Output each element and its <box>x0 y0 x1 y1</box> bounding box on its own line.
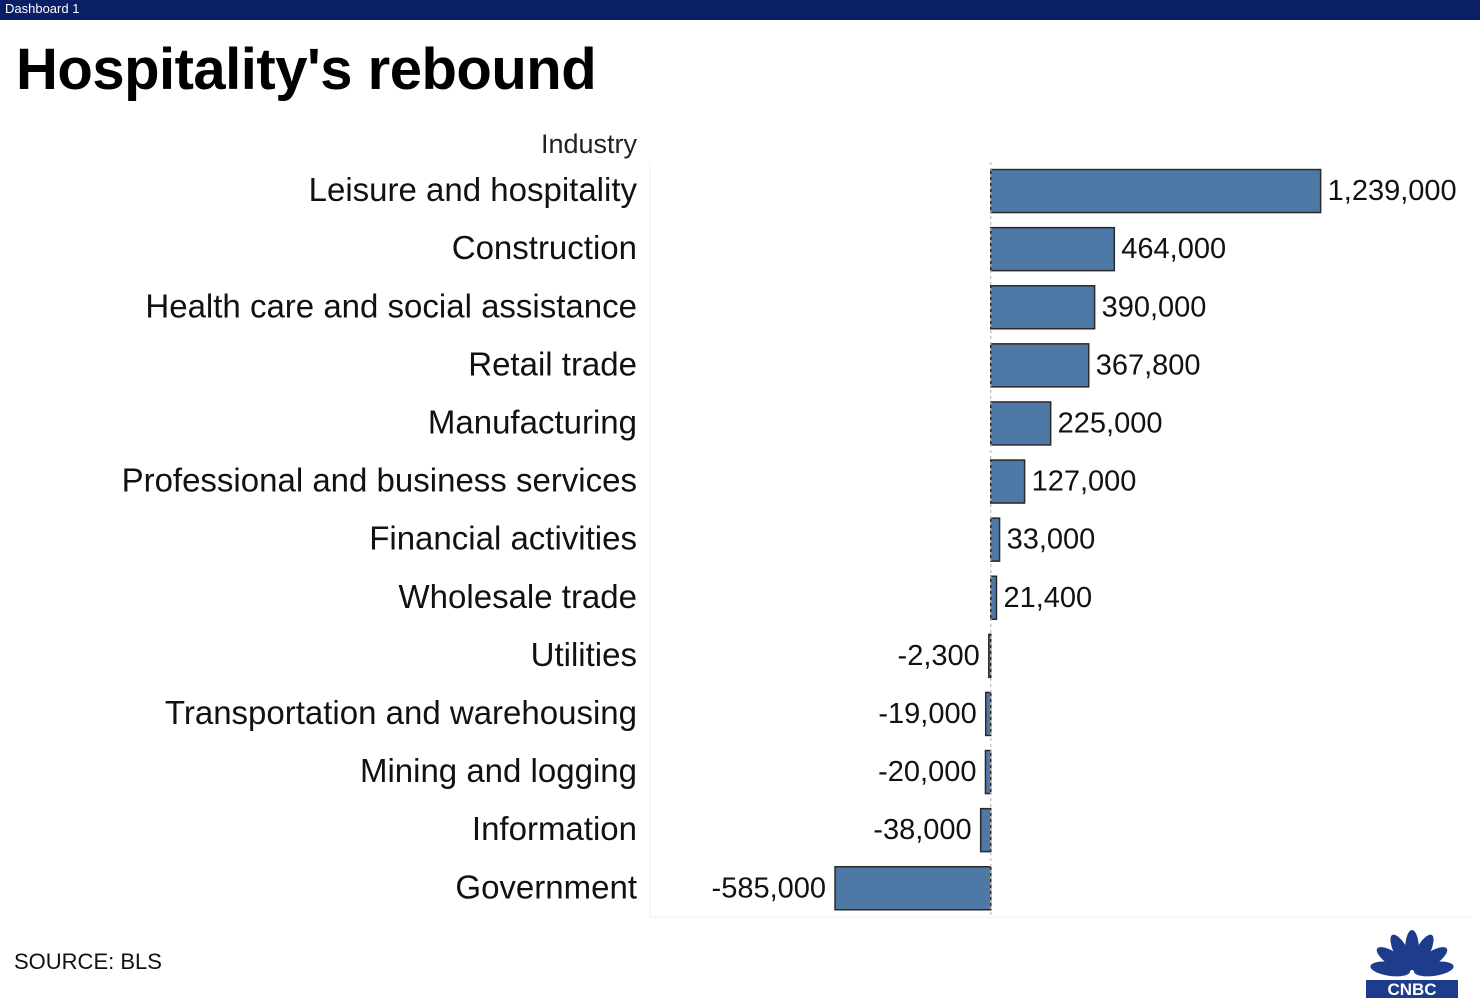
logo-text: CNBC <box>1387 980 1436 998</box>
bar <box>990 517 1001 562</box>
bar <box>990 343 1090 388</box>
bar <box>990 226 1116 272</box>
category-label: Information <box>472 810 637 847</box>
category-label: Construction <box>452 229 637 266</box>
bar <box>984 691 992 737</box>
bar <box>984 749 992 795</box>
bar <box>990 401 1052 446</box>
bar <box>834 866 992 911</box>
category-header: Industry <box>540 129 637 159</box>
data-label: -20,000 <box>878 756 976 788</box>
data-label: 225,000 <box>1058 407 1163 439</box>
title-bar: Dashboard 1 <box>0 0 1480 20</box>
data-label: 127,000 <box>1032 466 1137 498</box>
data-label: -585,000 <box>712 872 827 904</box>
category-label: Health care and social assistance <box>145 287 637 324</box>
cnbc-peacock-icon: CNBC <box>1366 930 1458 998</box>
bar <box>990 168 1322 214</box>
data-label: -2,300 <box>898 640 980 672</box>
category-label: Financial activities <box>369 520 637 557</box>
data-label: 390,000 <box>1102 291 1207 323</box>
category-label: Mining and logging <box>360 752 637 789</box>
dashboard-tab[interactable]: Dashboard 1 <box>5 1 80 16</box>
category-label: Transportation and warehousing <box>165 694 637 731</box>
category-label: Manufacturing <box>428 403 637 440</box>
category-label: Government <box>455 868 637 905</box>
category-label: Wholesale trade <box>399 578 637 615</box>
category-label: Leisure and hospitality <box>309 171 638 208</box>
category-label: Professional and business services <box>122 462 637 499</box>
bar <box>990 575 998 620</box>
bar <box>979 807 992 853</box>
page-title: Hospitality's rebound <box>16 37 597 102</box>
data-label: -38,000 <box>873 814 971 846</box>
category-label: Utilities <box>531 636 637 673</box>
category-label: Retail trade <box>468 345 637 382</box>
data-label: 1,239,000 <box>1328 175 1457 207</box>
data-label: 464,000 <box>1121 233 1226 265</box>
data-label: -19,000 <box>878 698 976 730</box>
data-label: 367,800 <box>1096 349 1201 381</box>
source-note: SOURCE: BLS <box>14 949 162 974</box>
data-label: 33,000 <box>1007 524 1096 556</box>
bar <box>990 459 1026 504</box>
data-label: 21,400 <box>1003 582 1092 614</box>
bar <box>990 285 1096 330</box>
